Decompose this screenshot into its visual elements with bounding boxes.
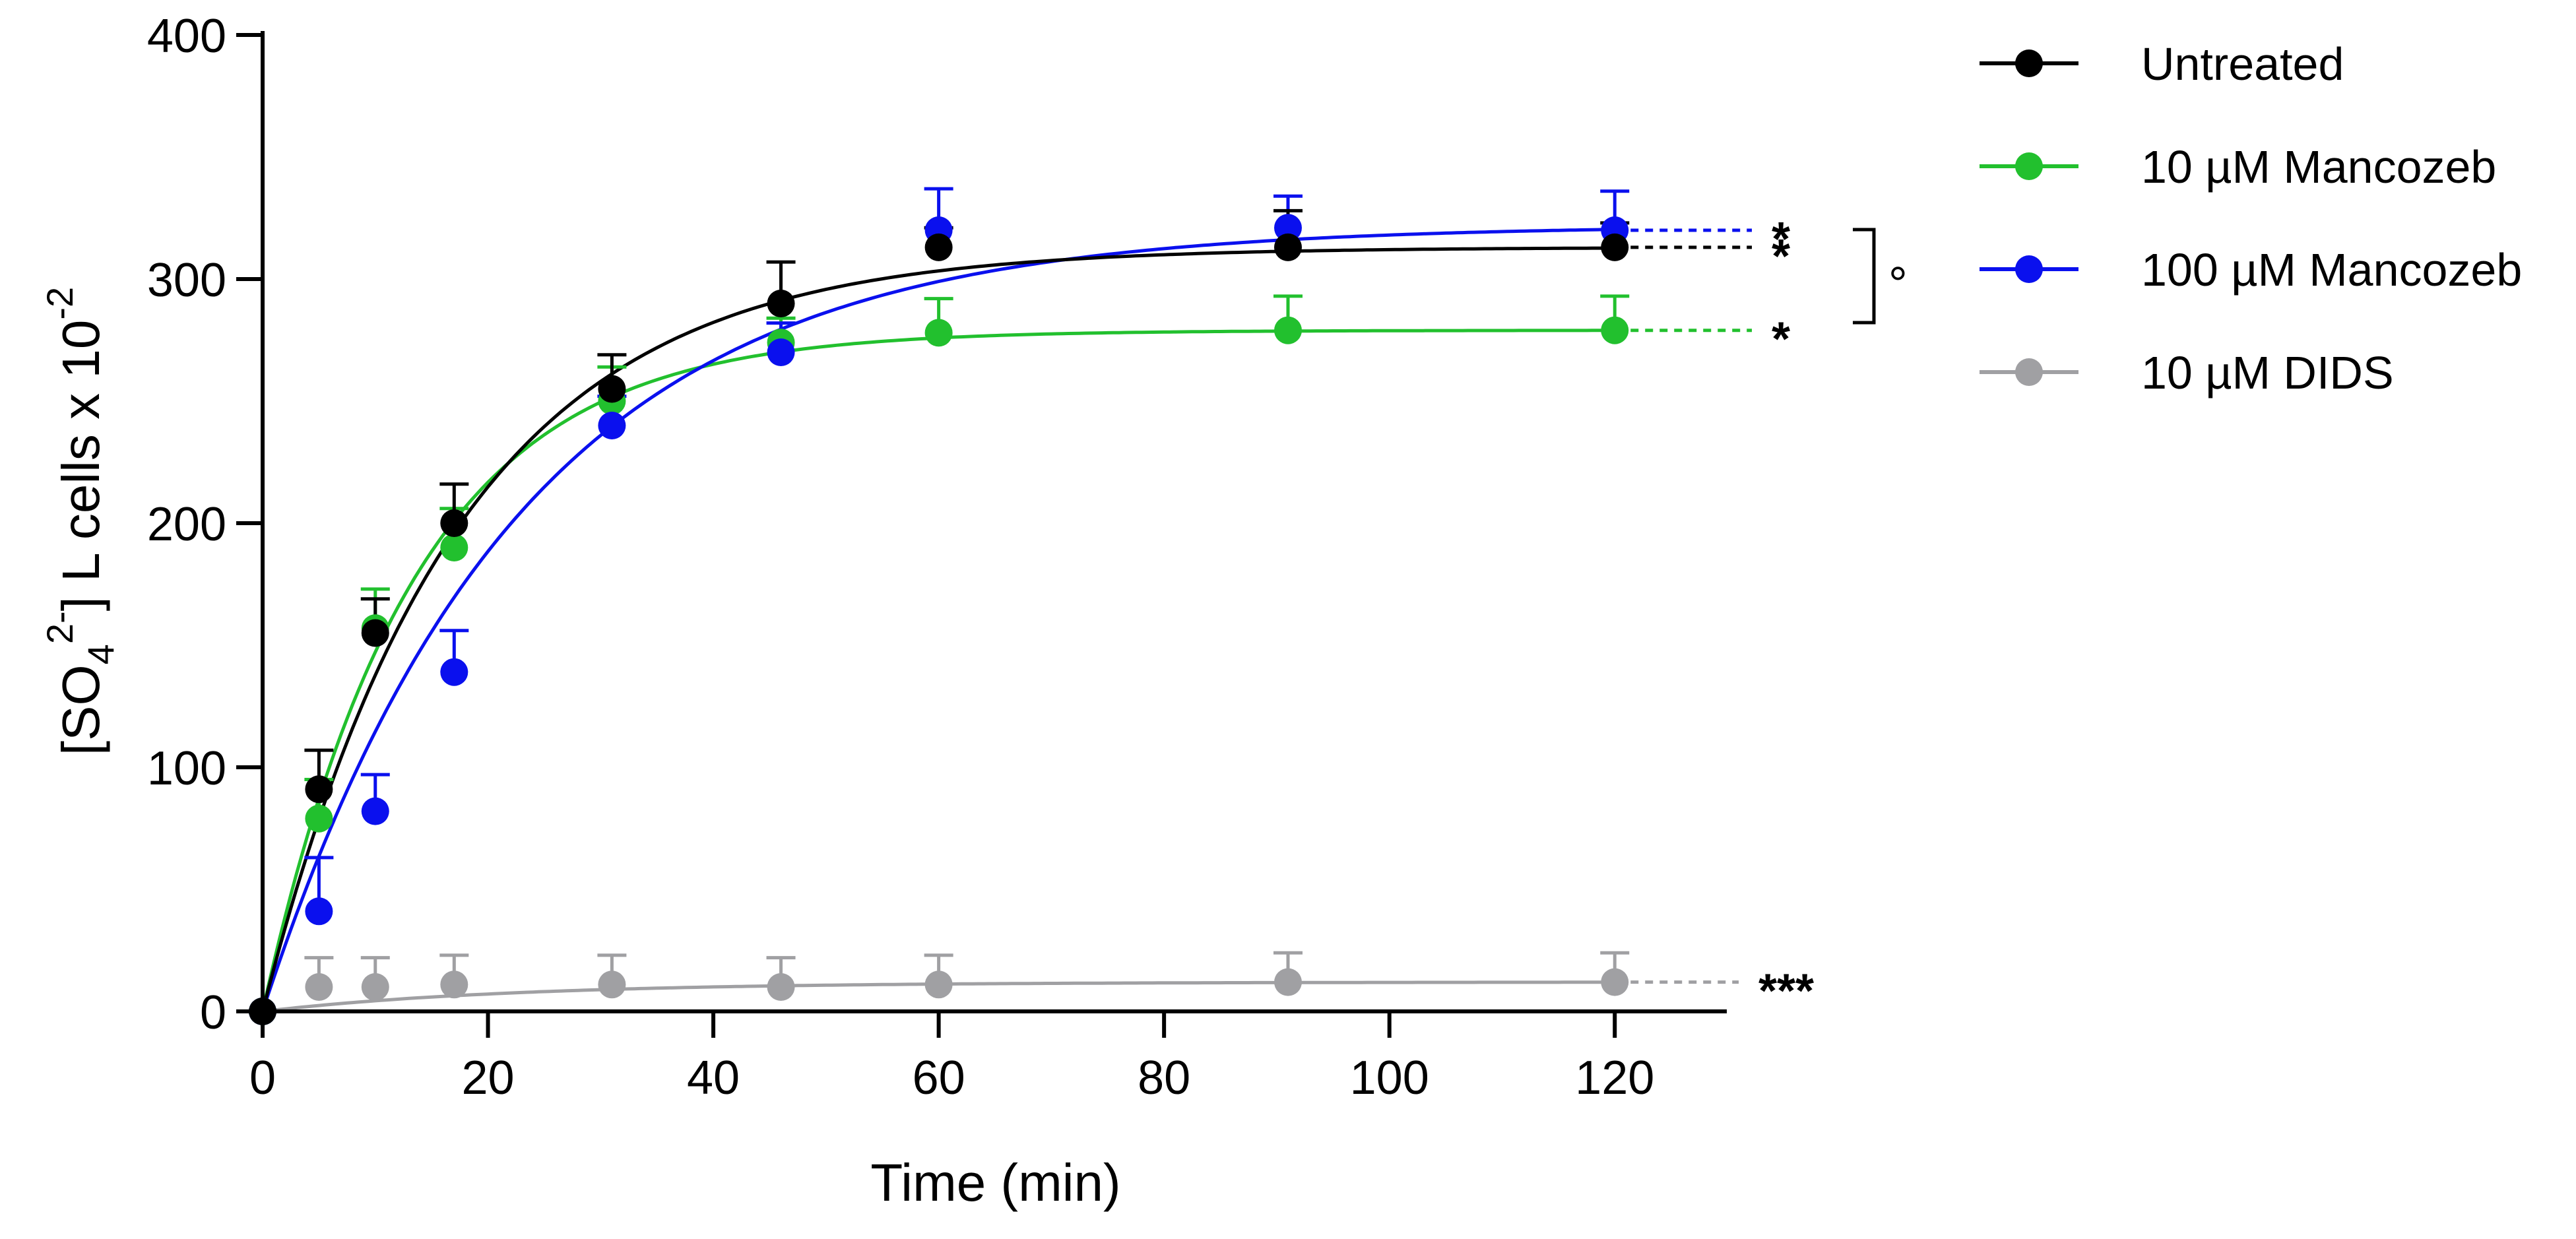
- y-title-close: ] L cells x 10: [51, 320, 110, 612]
- point-10-m-mancozeb: [1274, 316, 1302, 344]
- x-tick-label: 40: [687, 1052, 740, 1104]
- legend-label-10-m-dids: 10 µM DIDS: [2141, 347, 2394, 398]
- comparison-bracket: °: [1853, 228, 1908, 325]
- y-axis-title: [SO42-] L cells x 10-2: [39, 287, 121, 755]
- point-10-m-dids: [440, 970, 468, 999]
- y-tick-label: 400: [147, 10, 226, 63]
- bracket-line: [1853, 228, 1876, 325]
- legend-label-untreated: Untreated: [2141, 38, 2344, 90]
- y-title-superscript: 2-: [39, 611, 80, 644]
- legend: Untreated 10 µM Mancozeb 100 µM Mancozeb 10…: [1980, 38, 2522, 398]
- legend-marker-10-m-dids: [2015, 358, 2043, 386]
- y-tick-label: 0: [200, 986, 226, 1039]
- x-tick-label: 0: [249, 1052, 276, 1104]
- x-ticks: 0 20 40 60 80 100 120: [249, 1011, 1654, 1104]
- y-tick-label: 300: [147, 254, 226, 307]
- point-100-m-mancozeb: [1274, 214, 1302, 242]
- point-10-m-dids: [767, 973, 795, 1001]
- point-10-m-dids: [305, 973, 333, 1001]
- point-untreated: [598, 375, 626, 403]
- x-tick-label: 20: [461, 1052, 514, 1104]
- x-tick-label: 80: [1138, 1052, 1190, 1104]
- significance-mark-untreated: *: [1772, 230, 1790, 283]
- bracket-mark: °: [1888, 258, 1908, 311]
- point-10-m-mancozeb: [1601, 316, 1629, 344]
- significance-mark-10-m-dids: ***: [1758, 965, 1814, 1018]
- y-ticks: 0 100 200 300 400: [147, 10, 263, 1039]
- significance-lines: ******: [1630, 213, 1814, 1018]
- y-title-open: [SO: [51, 664, 110, 755]
- point-10-m-mancozeb: [305, 804, 333, 833]
- legend-marker-10-m-mancozeb: [2015, 152, 2043, 180]
- point-untreated: [1601, 233, 1629, 261]
- point-untreated: [767, 290, 795, 317]
- point-100-m-mancozeb: [767, 338, 795, 366]
- point-10-m-dids: [1274, 968, 1302, 996]
- y-title-subscript: 4: [80, 644, 121, 664]
- point-10-m-mancozeb: [440, 534, 468, 561]
- y-tick-label: 200: [147, 498, 226, 551]
- point-10-m-dids: [924, 970, 953, 999]
- data-points: [249, 214, 1629, 1025]
- point-untreated: [1274, 233, 1302, 261]
- x-tick-label: 100: [1350, 1052, 1429, 1104]
- fit-curve-100-m-mancozeb: [261, 228, 1615, 1012]
- legend-label-100-m-mancozeb: 100 µM Mancozeb: [2141, 244, 2522, 296]
- x-tick-label: 120: [1575, 1052, 1654, 1104]
- legend-marker-100-m-mancozeb: [2015, 255, 2043, 283]
- point-untreated: [924, 233, 953, 261]
- significance-mark-100-m-mancozeb: *: [1772, 213, 1790, 266]
- x-tick-label: 60: [913, 1052, 965, 1104]
- fit-curve-untreated: [261, 246, 1615, 1012]
- fit-curves: [261, 228, 1615, 1013]
- error-bars: [304, 187, 1630, 987]
- legend-label-10-m-mancozeb: 10 µM Mancozeb: [2141, 141, 2496, 193]
- point-100-m-mancozeb: [361, 797, 389, 825]
- significance-mark-10-m-mancozeb: *: [1772, 313, 1790, 366]
- point-10-m-dids: [598, 970, 626, 999]
- y-tick-label: 100: [147, 742, 226, 795]
- point-untreated: [440, 509, 468, 537]
- point-100-m-mancozeb: [440, 658, 468, 686]
- point-100-m-mancozeb: [305, 897, 333, 926]
- point-untreated: [361, 619, 389, 647]
- x-axis-title: Time (min): [870, 1153, 1120, 1212]
- point-100-m-mancozeb: [598, 412, 626, 439]
- legend-marker-untreated: [2015, 49, 2043, 77]
- y-title-exponent: -2: [39, 287, 80, 320]
- point-10-m-mancozeb: [924, 319, 953, 347]
- point-10-m-dids: [361, 973, 389, 1001]
- point-untreated: [305, 775, 333, 804]
- point-10-m-dids: [1601, 968, 1629, 996]
- axes: 0 100 200 300 400 0 20 40 60 80 100 120: [147, 10, 1727, 1104]
